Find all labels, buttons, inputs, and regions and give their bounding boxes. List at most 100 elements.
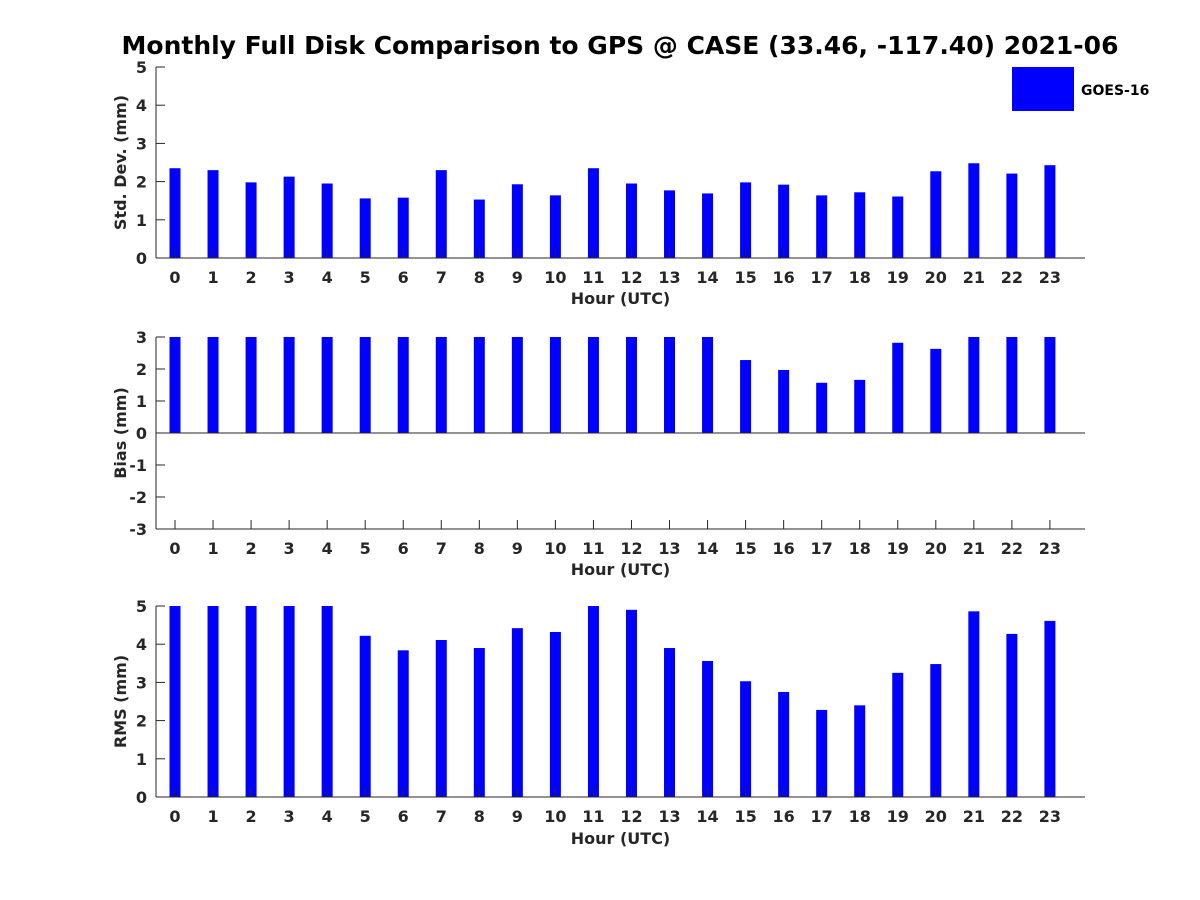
legend-swatch [1012, 67, 1074, 111]
bias-bar-hour-6 [397, 337, 409, 433]
bias-x-tick-label: 1 [207, 539, 218, 558]
std-dev-x-tick-label: 0 [169, 268, 180, 287]
rms-x-tick-label: 12 [620, 807, 642, 826]
rms-bar-hour-15 [740, 681, 752, 797]
rms-y-tick-label: 4 [136, 635, 147, 654]
std-dev-bar-hour-8 [473, 199, 485, 258]
std-dev-bar-hour-14 [702, 193, 714, 258]
std-dev-bar-hour-4 [321, 183, 333, 258]
rms-y-tick-label: 1 [136, 750, 147, 769]
rms-x-tick-label: 23 [1039, 807, 1061, 826]
std-dev-x-tick-label: 23 [1039, 268, 1061, 287]
bias-x-tick-label: 23 [1039, 539, 1061, 558]
bias-bar-hour-9 [511, 337, 523, 433]
rms-x-tick-label: 5 [360, 807, 371, 826]
std-dev-bar-hour-7 [435, 170, 447, 258]
rms-x-tick-label: 17 [811, 807, 833, 826]
bias-x-tick-label: 2 [246, 539, 257, 558]
bias-x-tick-label: 10 [544, 539, 566, 558]
std-dev-x-tick-label: 14 [696, 268, 718, 287]
rms-x-tick-label: 6 [398, 807, 409, 826]
bias-bar-hour-13 [664, 337, 676, 433]
rms-y-tick-label: 5 [136, 597, 147, 616]
bias-bar-hour-23 [1044, 337, 1056, 433]
bias-bar-hour-11 [587, 337, 599, 433]
rms-bar-hour-23 [1044, 620, 1056, 797]
bias-bar-hour-0 [169, 337, 181, 433]
std-dev-x-tick-label: 6 [398, 268, 409, 287]
bias-y-tick-label: 1 [136, 392, 147, 411]
bias-y-tick-label: 3 [136, 328, 147, 347]
rms-bar-hour-13 [664, 648, 676, 797]
bias-y-tick-label: -3 [129, 520, 147, 539]
bias-bar-hour-3 [283, 337, 295, 433]
std-dev-bar-hour-11 [587, 168, 599, 258]
rms-bar-hour-7 [435, 639, 447, 797]
rms-bar-hour-6 [397, 650, 409, 797]
bias-x-tick-label: 9 [512, 539, 523, 558]
rms-x-tick-label: 21 [963, 807, 985, 826]
bias-y-tick-label: -1 [129, 456, 147, 475]
bias-bar-hour-12 [625, 337, 637, 433]
bias-bar-hour-21 [968, 337, 980, 433]
std-dev-bar-hour-6 [397, 197, 409, 258]
bias-x-tick-label: 11 [582, 539, 604, 558]
std-dev-x-tick-label: 1 [207, 268, 218, 287]
rms-bar-hour-3 [283, 606, 295, 797]
bias-bar-hour-18 [854, 379, 866, 433]
bias-x-tick-label: 5 [360, 539, 371, 558]
std-dev-x-tick-label: 7 [436, 268, 447, 287]
bias-x-tick-label: 21 [963, 539, 985, 558]
rms-x-tick-label: 9 [512, 807, 523, 826]
rms-x-tick-label: 3 [284, 807, 295, 826]
std-dev-bar-hour-22 [1006, 173, 1018, 258]
rms-x-tick-label: 10 [544, 807, 566, 826]
rms-y-axis-label: RMS (mm) [111, 655, 130, 748]
rms-x-tick-label: 2 [246, 807, 257, 826]
bias-x-tick-label: 17 [811, 539, 833, 558]
std-dev-x-tick-label: 5 [360, 268, 371, 287]
rms-bar-hour-22 [1006, 633, 1018, 797]
std-dev-y-tick-label: 4 [136, 96, 147, 115]
bias-bar-hour-20 [930, 348, 942, 433]
bias-bar-hour-15 [740, 360, 752, 433]
rms-x-axis-label: Hour (UTC) [571, 829, 671, 848]
std-dev-bar-hour-18 [854, 192, 866, 258]
std-dev-bar-hour-20 [930, 171, 942, 258]
std-dev-bar-hour-17 [816, 195, 828, 258]
std-dev-x-tick-label: 9 [512, 268, 523, 287]
bias-bar-hour-7 [435, 337, 447, 433]
bias-x-tick-label: 6 [398, 539, 409, 558]
std-dev-y-tick-label: 2 [136, 173, 147, 192]
legend: GOES-16 [1012, 67, 1149, 111]
rms-x-tick-label: 13 [658, 807, 680, 826]
std-dev-x-tick-label: 22 [1001, 268, 1023, 287]
bias-x-tick-label: 12 [620, 539, 642, 558]
rms-x-tick-label: 8 [474, 807, 485, 826]
bias-x-tick-label: 14 [696, 539, 718, 558]
bias-x-tick-label: 19 [887, 539, 909, 558]
rms-x-tick-label: 20 [925, 807, 947, 826]
bias-x-tick-label: 15 [734, 539, 756, 558]
rms-bar-hour-8 [473, 648, 485, 797]
rms-bar-hour-20 [930, 664, 942, 797]
rms-bar-hour-16 [778, 691, 790, 797]
std-dev-x-tick-label: 15 [734, 268, 756, 287]
bias-bar-hour-2 [245, 337, 257, 433]
bias-bar-hour-14 [702, 337, 714, 433]
bias-x-tick-label: 8 [474, 539, 485, 558]
std-dev-bar-hour-3 [283, 176, 295, 258]
std-dev-y-tick-label: 1 [136, 211, 147, 230]
std-dev-bar-hour-15 [740, 182, 752, 258]
legend-label: GOES-16 [1081, 83, 1149, 99]
std-dev-y-tick-label: 3 [136, 134, 147, 153]
bias-x-tick-label: 3 [284, 539, 295, 558]
rms-x-tick-label: 11 [582, 807, 604, 826]
std-dev-x-tick-label: 16 [773, 268, 795, 287]
std-dev-y-tick-label: 5 [136, 58, 147, 77]
rms-x-tick-label: 15 [734, 807, 756, 826]
std-dev-x-tick-label: 18 [849, 268, 871, 287]
std-dev-bar-hour-5 [359, 198, 371, 258]
